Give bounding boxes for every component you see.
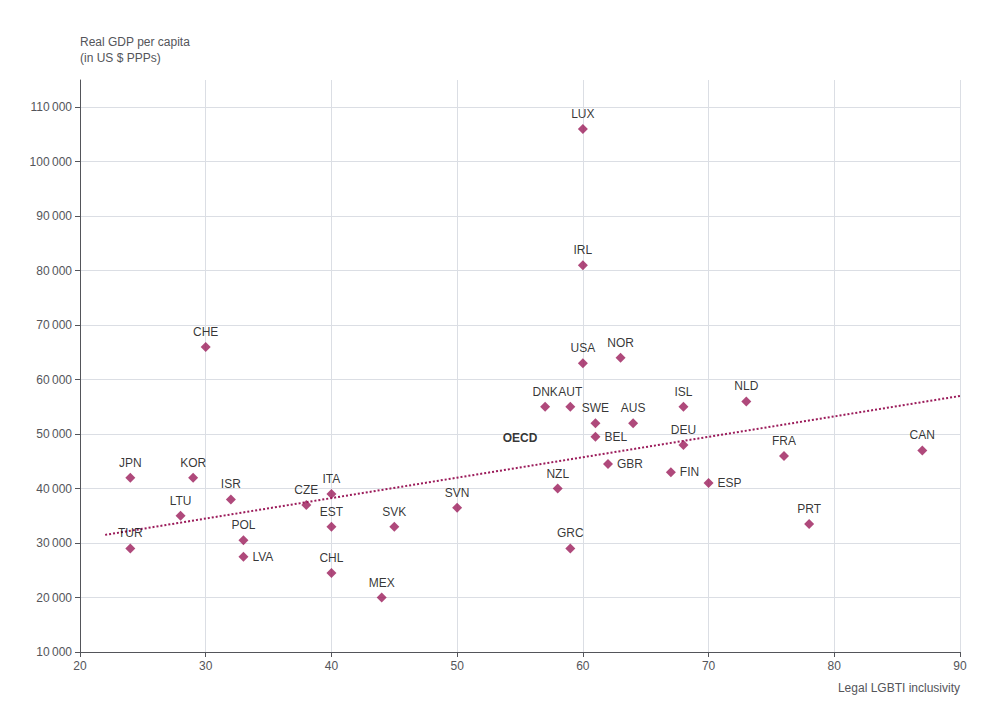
svg-text:90: 90 bbox=[953, 659, 967, 673]
svg-text:CZE: CZE bbox=[294, 483, 318, 497]
svg-text:KOR: KOR bbox=[180, 456, 206, 470]
svg-text:ITA: ITA bbox=[323, 472, 341, 486]
svg-text:CHE: CHE bbox=[193, 325, 218, 339]
svg-text:LUX: LUX bbox=[571, 107, 594, 121]
svg-text:CAN: CAN bbox=[910, 428, 935, 442]
svg-text:FRA: FRA bbox=[772, 434, 796, 448]
svg-text:LTU: LTU bbox=[170, 494, 192, 508]
svg-text:90 000: 90 000 bbox=[36, 209, 72, 223]
svg-text:70 000: 70 000 bbox=[36, 318, 72, 332]
svg-text:OECD: OECD bbox=[503, 431, 538, 445]
svg-text:ISL: ISL bbox=[674, 385, 692, 399]
svg-text:ISR: ISR bbox=[221, 477, 241, 491]
svg-text:10 000: 10 000 bbox=[36, 645, 72, 659]
svg-text:EST: EST bbox=[320, 505, 344, 519]
svg-text:GRC: GRC bbox=[557, 526, 584, 540]
svg-text:AUT: AUT bbox=[558, 385, 583, 399]
svg-text:POL: POL bbox=[231, 518, 255, 532]
svg-text:PRT: PRT bbox=[797, 502, 821, 516]
svg-text:SVN: SVN bbox=[445, 486, 470, 500]
svg-text:70: 70 bbox=[702, 659, 716, 673]
svg-text:20: 20 bbox=[73, 659, 87, 673]
svg-text:Legal LGBTI inclusivity: Legal LGBTI inclusivity bbox=[838, 681, 960, 695]
svg-text:80: 80 bbox=[828, 659, 842, 673]
svg-text:60 000: 60 000 bbox=[36, 373, 72, 387]
svg-text:GBR: GBR bbox=[617, 457, 643, 471]
svg-text:BEL: BEL bbox=[604, 430, 627, 444]
svg-text:SWE: SWE bbox=[582, 401, 609, 415]
svg-text:40 000: 40 000 bbox=[36, 482, 72, 496]
svg-text:NLD: NLD bbox=[734, 379, 758, 393]
svg-text:80 000: 80 000 bbox=[36, 264, 72, 278]
svg-text:20 000: 20 000 bbox=[36, 591, 72, 605]
svg-text:(in US $ PPPs): (in US $ PPPs) bbox=[80, 51, 161, 65]
svg-text:SVK: SVK bbox=[382, 505, 406, 519]
svg-text:40: 40 bbox=[325, 659, 339, 673]
svg-text:50 000: 50 000 bbox=[36, 427, 72, 441]
svg-text:60: 60 bbox=[576, 659, 590, 673]
svg-text:MEX: MEX bbox=[369, 576, 395, 590]
svg-text:CHL: CHL bbox=[319, 551, 343, 565]
svg-text:NOR: NOR bbox=[607, 336, 634, 350]
svg-text:AUS: AUS bbox=[621, 401, 646, 415]
svg-text:FIN: FIN bbox=[680, 465, 699, 479]
svg-text:TUR: TUR bbox=[118, 526, 143, 540]
svg-text:DEU: DEU bbox=[671, 423, 696, 437]
svg-text:110 000: 110 000 bbox=[30, 100, 72, 114]
svg-text:30: 30 bbox=[199, 659, 213, 673]
svg-text:IRL: IRL bbox=[574, 243, 593, 257]
svg-text:USA: USA bbox=[571, 341, 596, 355]
svg-text:LVA: LVA bbox=[252, 550, 273, 564]
svg-text:ESP: ESP bbox=[718, 476, 742, 490]
svg-text:Real GDP per capita: Real GDP per capita bbox=[80, 35, 190, 49]
svg-text:DNK: DNK bbox=[532, 385, 557, 399]
svg-text:100 000: 100 000 bbox=[30, 155, 73, 169]
svg-text:NZL: NZL bbox=[546, 467, 569, 481]
svg-text:JPN: JPN bbox=[119, 456, 142, 470]
svg-text:30 000: 30 000 bbox=[36, 536, 72, 550]
svg-text:50: 50 bbox=[450, 659, 464, 673]
